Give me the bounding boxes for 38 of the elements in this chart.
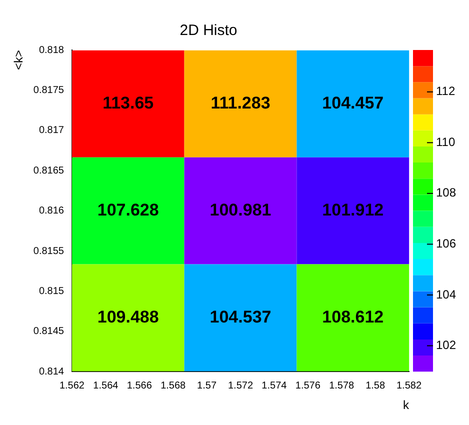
- data-label: 107.628: [97, 200, 159, 220]
- y-tick-label: 0.8155: [33, 246, 64, 257]
- chart-title: 2D Histo: [180, 22, 238, 40]
- x-tick-label: 1.574: [262, 380, 288, 392]
- x-tick-label: 1.568: [160, 380, 186, 392]
- y-tick-label: 0.817: [38, 125, 64, 136]
- data-label: 104.537: [210, 307, 272, 326]
- data-label: 109.488: [97, 307, 159, 326]
- y-tick-label: 0.8145: [33, 326, 64, 338]
- x-tick-label: 1.582: [396, 380, 422, 392]
- y-tick-label: 0.816: [38, 206, 64, 217]
- x-tick-label: 1.566: [126, 380, 152, 392]
- color-bar-label: 106: [436, 236, 456, 251]
- data-label: 113.65: [102, 94, 154, 113]
- y-tick-label: 0.815: [38, 286, 64, 297]
- y-axis-title: <k>: [12, 50, 26, 70]
- x-tick-label: 1.564: [93, 380, 119, 392]
- x-axis-title: k: [403, 398, 410, 412]
- color-bar-label: 108: [436, 186, 456, 200]
- y-tick-label: 0.8175: [33, 84, 64, 96]
- data-label: 108.612: [322, 307, 384, 326]
- y-tick-label: 0.8165: [33, 165, 64, 176]
- y-tick-label: 0.818: [38, 44, 64, 56]
- y-tick-label: 0.814: [38, 366, 64, 378]
- data-label: 111.283: [210, 94, 270, 113]
- data-label: 101.912: [322, 200, 384, 220]
- color-bar-label: 102: [436, 338, 456, 352]
- x-tick-label: 1.57: [197, 380, 217, 392]
- color-bar-label: 110: [436, 134, 456, 149]
- x-tick-label: 1.562: [59, 380, 85, 392]
- data-label: 100.981: [210, 200, 272, 220]
- color-bar-label: 104: [436, 287, 456, 302]
- data-label: 104.457: [322, 94, 384, 113]
- x-tick-label: 1.572: [228, 380, 254, 392]
- x-tick-label: 1.578: [329, 380, 355, 392]
- x-tick-label: 1.58: [366, 380, 386, 392]
- x-tick-label: 1.576: [295, 380, 321, 392]
- color-bar-label: 112: [436, 84, 456, 98]
